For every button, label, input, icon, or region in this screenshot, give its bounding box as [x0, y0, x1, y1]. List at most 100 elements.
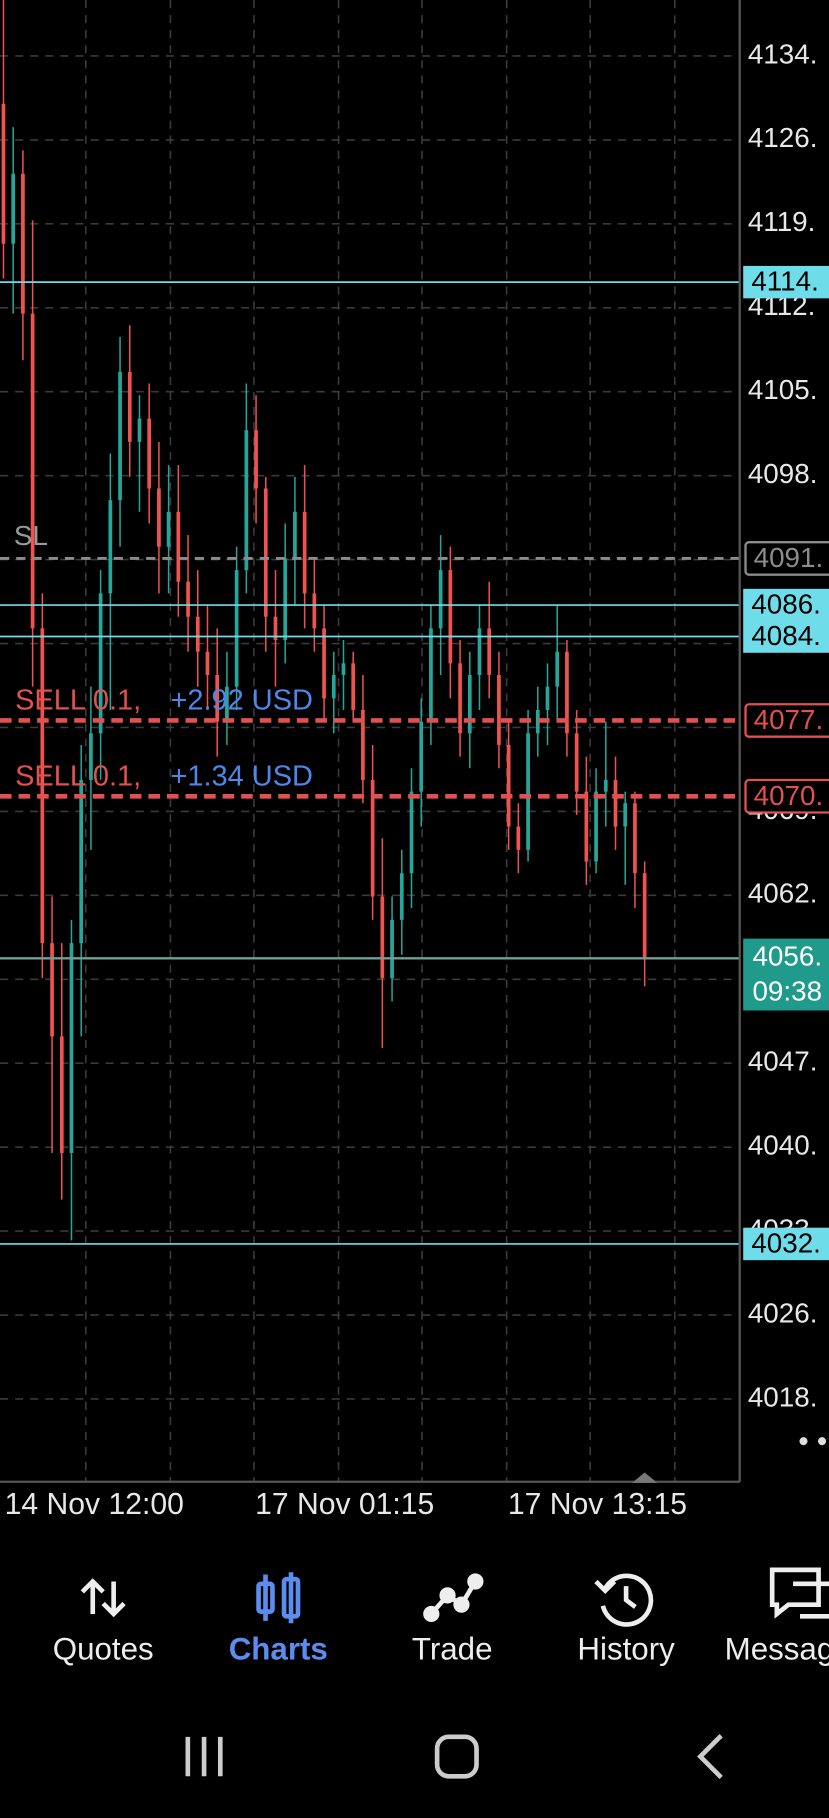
y-tick-label: 4040.: [748, 1130, 818, 1161]
candle-body: [40, 628, 45, 944]
candle-body: [390, 919, 394, 979]
candle-body: [594, 791, 598, 862]
order-profit: +1.34 USD: [170, 760, 313, 792]
candle-body: [351, 663, 356, 710]
candle-body: [633, 803, 637, 874]
price-tag: [743, 620, 829, 653]
bottom-nav: Quotes Charts Trade History Messages: [53, 1567, 829, 1666]
system-nav: [185, 1734, 723, 1780]
price-tag: [744, 703, 829, 738]
candle-body: [283, 558, 288, 641]
order-profit: +2.92 USD: [170, 685, 313, 717]
nav-tab-label[interactable]: Trade: [412, 1631, 493, 1666]
current-price-tag: [743, 938, 829, 1011]
price-tag-label: 4091.: [754, 542, 824, 573]
candle-body: [234, 570, 239, 687]
nav-tab-label[interactable]: History: [577, 1631, 675, 1666]
price-tag: [744, 778, 829, 814]
candle-body: [293, 511, 297, 559]
candle-body: [176, 511, 181, 582]
price-tag-label: 4086.: [751, 589, 821, 620]
price-tag: [744, 541, 829, 576]
candle-body: [166, 511, 171, 547]
price-tag-label: 4070.: [754, 780, 824, 811]
candle-body: [244, 430, 249, 571]
candle-body: [30, 313, 35, 629]
price-tag-label: 4077.: [754, 704, 824, 735]
candle-body: [147, 418, 152, 489]
grid: [0, 0, 740, 1482]
candle-body: [497, 675, 501, 745]
y-tick-label: 4105.: [748, 374, 818, 405]
candle-body: [361, 709, 365, 780]
candle-body: [623, 803, 628, 827]
price-tag-label: 4032.: [751, 1227, 821, 1258]
sl-label: SL: [14, 520, 48, 551]
candle-body: [225, 686, 229, 722]
candle-body: [108, 500, 113, 594]
y-tick-label: 4018.: [748, 1381, 818, 1412]
candle-body: [487, 628, 492, 676]
nav-tab-label[interactable]: Charts: [229, 1631, 328, 1666]
candle-body: [516, 826, 521, 850]
candle-body: [263, 488, 268, 617]
plot: [0, 0, 740, 1245]
quotes-icon: [80, 1578, 126, 1618]
candle-body: [127, 371, 132, 442]
candle-body: [254, 430, 258, 489]
candle-body: [137, 418, 142, 442]
nav-tab-label[interactable]: Quotes: [53, 1631, 154, 1666]
candle-body: [545, 686, 550, 710]
candle-body: [642, 873, 647, 959]
candle-body: [448, 570, 453, 664]
y-tick-label: 4119.: [748, 206, 816, 237]
candle-body: [584, 791, 589, 862]
history-icon: [594, 1573, 654, 1627]
candle-body: [341, 663, 346, 676]
x-tick-label: 14 Nov 12:00: [5, 1488, 184, 1521]
candle-body: [195, 616, 200, 652]
y-tick-label: 4134.: [748, 38, 818, 69]
price-tag-label: 4084.: [751, 620, 821, 651]
order-side: SELL 0.1,: [15, 760, 141, 792]
price-tag: [743, 588, 829, 622]
candle-body: [399, 873, 404, 920]
candle-body: [458, 663, 462, 734]
candle-body: [370, 779, 375, 897]
y-tick-label: 4098.: [748, 458, 818, 489]
candle-body: [613, 779, 618, 827]
y-tick-label: 4026.: [748, 1297, 818, 1328]
price-tag-label: 4114.: [751, 266, 819, 297]
scroll-marker: [631, 1472, 658, 1483]
candle-body: [186, 581, 190, 617]
candle-body: [157, 488, 161, 547]
candle-body: [302, 511, 307, 594]
nav-tab-label[interactable]: Messages: [725, 1631, 829, 1666]
menu-dot: [817, 1437, 827, 1446]
candle-body: [467, 675, 472, 734]
x-tick-label: 17 Nov 13:15: [508, 1488, 687, 1521]
y-tick-label: 4062.: [748, 878, 818, 909]
price-tag: [743, 1227, 829, 1261]
candle-body: [409, 791, 414, 874]
candle-body: [574, 733, 579, 792]
candle-body: [603, 779, 608, 792]
candle-body: [273, 616, 278, 641]
candle-body: [11, 173, 16, 244]
candle-body: [506, 744, 511, 827]
candle-body: [21, 173, 25, 314]
candle-body: [205, 651, 210, 676]
candle-body: [555, 651, 560, 687]
candle-body: [50, 943, 54, 1037]
candle-body: [535, 709, 540, 734]
menu-dot: [799, 1437, 808, 1446]
candle-body: [69, 943, 74, 1154]
candle-body: [565, 651, 569, 734]
candle-body: [79, 779, 84, 944]
candle-body: [438, 570, 443, 629]
order-side: SELL 0.1,: [15, 685, 141, 717]
candle-body: [98, 593, 103, 734]
charts-icon: [256, 1572, 301, 1624]
